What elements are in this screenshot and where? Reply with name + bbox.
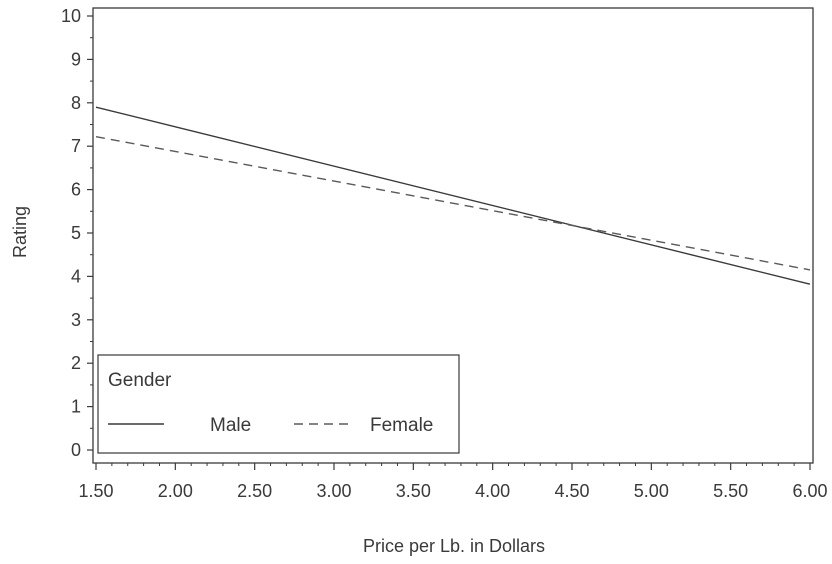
x-tick-label: 4.50 [554, 481, 589, 501]
x-tick-label: 5.50 [713, 481, 748, 501]
y-axis-title: Rating [10, 206, 30, 258]
x-tick-label: 1.50 [78, 481, 113, 501]
y-tick-label: 5 [71, 223, 81, 243]
y-tick-label: 8 [71, 93, 81, 113]
y-tick-label: 6 [71, 180, 81, 200]
legend-box [97, 354, 460, 454]
y-tick-label: 2 [71, 353, 81, 373]
y-tick-label: 10 [61, 6, 81, 26]
x-tick-label: 4.00 [475, 481, 510, 501]
legend-label-female: Female [370, 415, 433, 436]
series-line-male [95, 106, 811, 285]
legend-label-male: Male [210, 415, 251, 436]
y-tick-label: 1 [71, 397, 81, 417]
x-tick-label: 6.00 [792, 481, 827, 501]
y-tick-label: 7 [71, 136, 81, 156]
y-tick-label: 9 [71, 49, 81, 69]
y-tick-label: 0 [71, 440, 81, 460]
x-tick-label: 5.00 [634, 481, 669, 501]
legend-title: Gender [108, 370, 172, 391]
x-tick-label: 2.00 [158, 481, 193, 501]
series-line-female [95, 135, 811, 271]
y-tick-label: 4 [71, 266, 81, 286]
plot-frame [92, 7, 814, 464]
x-tick-label: 2.50 [237, 481, 272, 501]
x-tick-label: 3.00 [316, 481, 351, 501]
x-tick-label: 3.50 [396, 481, 431, 501]
x-axis-title: Price per Lb. in Dollars [363, 536, 545, 556]
y-tick-label: 3 [71, 310, 81, 330]
